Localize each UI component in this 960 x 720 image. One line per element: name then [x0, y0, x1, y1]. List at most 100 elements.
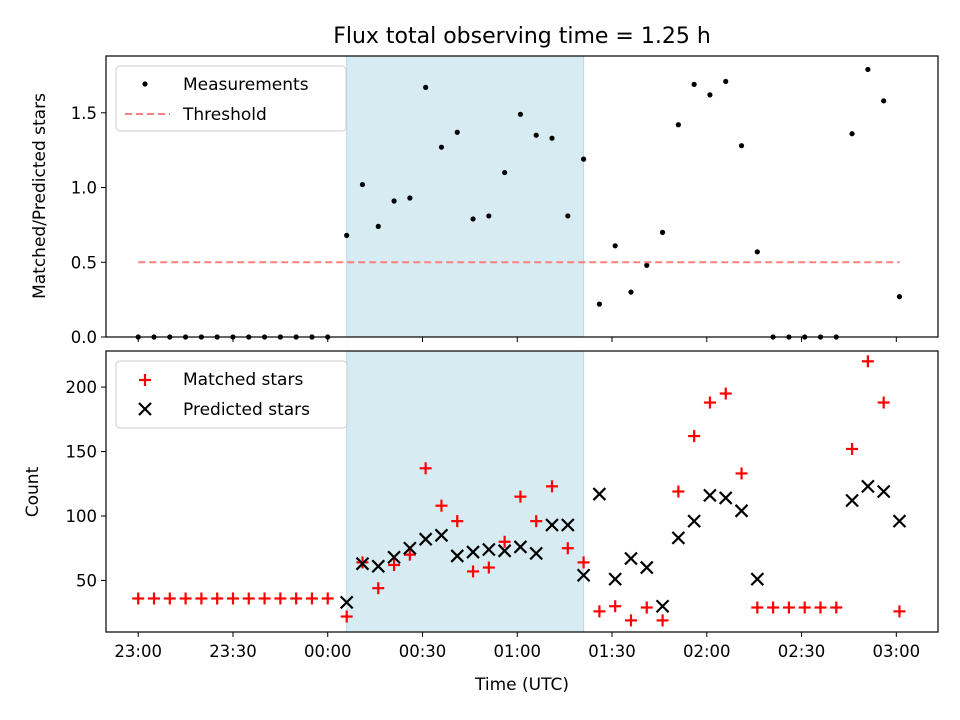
- predicted-stars-point: [624, 551, 638, 566]
- bottom-legend: Matched stars Predicted stars: [115, 360, 348, 429]
- matched-stars-point: [482, 561, 495, 574]
- measurement-point: [659, 229, 666, 235]
- measurement-point: [359, 181, 366, 188]
- measurement-point: [423, 84, 429, 90]
- matched-stars-point: [467, 565, 480, 578]
- matched-stars-point: [688, 430, 701, 443]
- bottom-data-layer: [132, 355, 907, 627]
- legend-label-matched-stars: Matched stars: [183, 370, 303, 390]
- matched-stars-point: [546, 480, 559, 493]
- predicted-stars-point: [387, 550, 401, 565]
- measurement-point: [723, 78, 729, 85]
- predicted-stars-point: [418, 532, 433, 546]
- bottom-x-ticks: 23:00 23:30 00:00 00:30 01:00 01:30 02:00 02:30…: [114, 632, 920, 661]
- legend-label-measurements: Measurements: [183, 75, 309, 95]
- x-tick-label: 03:00: [873, 642, 921, 661]
- matched-stars-point: [419, 462, 432, 475]
- matched-stars-point: [861, 355, 874, 368]
- predicted-stars-point: [482, 542, 496, 557]
- matched-stars-point: [403, 548, 416, 561]
- legend-label-predicted-stars: Predicted stars: [183, 400, 310, 420]
- predicted-stars-point: [639, 560, 654, 575]
- matched-stars-point: [877, 396, 890, 409]
- matched-stars-point: [451, 515, 464, 528]
- measurement-point: [707, 92, 713, 98]
- matched-stars-point: [242, 592, 255, 605]
- matched-stars-point: [577, 556, 590, 569]
- matched-stars-point: [258, 592, 271, 605]
- predicted-stars-point: [339, 595, 354, 610]
- matched-stars-point: [132, 592, 145, 605]
- matched-stars-point: [782, 601, 795, 614]
- matched-stars-point: [656, 614, 669, 627]
- matched-stars-point: [530, 515, 543, 528]
- predicted-stars-point: [355, 556, 370, 571]
- y-tick-label: 0.5: [71, 253, 97, 272]
- bottom-plot-frame: [105, 350, 939, 633]
- measurement-point: [549, 135, 555, 141]
- x-tick-label: 02:00: [683, 642, 731, 661]
- measurement-point: [754, 249, 760, 255]
- bottom-shaded-region: [346, 350, 585, 633]
- matched-stars-point: [226, 592, 239, 605]
- legend-marker-predicted-stars: [138, 402, 152, 416]
- predicted-stars-point: [703, 488, 717, 503]
- y-tick-label: 150: [66, 443, 98, 462]
- predicted-stars-point: [529, 546, 543, 561]
- top-legend: Measurements Threshold: [115, 65, 347, 132]
- y-tick-label: 50: [76, 571, 97, 590]
- x-axis-label: Time (UTC): [474, 675, 569, 695]
- predicted-stars-point: [513, 540, 528, 554]
- matched-stars-point: [321, 592, 334, 605]
- bottom-y-axis-label: Count: [23, 466, 43, 517]
- measurement-point: [391, 198, 397, 204]
- predicted-stars-point: [403, 541, 417, 555]
- matched-stars-point: [798, 601, 811, 614]
- measurement-point: [596, 301, 602, 307]
- x-tick-label: 01:30: [588, 642, 636, 661]
- matched-stars-point: [640, 601, 653, 614]
- measurement-point: [454, 129, 460, 135]
- predicted-stars-point: [687, 514, 701, 528]
- top-shaded-region: [346, 55, 585, 338]
- matched-stars-point: [735, 467, 748, 480]
- predicted-stars-point: [608, 572, 622, 586]
- legend-marker-matched-stars: [139, 374, 151, 386]
- x-tick-label: 02:30: [778, 642, 826, 661]
- top-x-ticks: [137, 337, 897, 342]
- matched-stars-point: [163, 592, 176, 605]
- measurement-point: [565, 213, 571, 219]
- measurement-point: [612, 243, 618, 249]
- y-tick-label: 100: [66, 507, 98, 526]
- chart-title: Flux total observing time = 1.25 h: [333, 24, 711, 49]
- matched-stars-point: [195, 592, 208, 605]
- measurement-point: [691, 81, 697, 87]
- measurement-point: [407, 195, 413, 201]
- predicted-stars-point: [450, 549, 465, 563]
- predicted-stars-point: [655, 599, 670, 613]
- matched-stars-point: [672, 485, 685, 498]
- measurement-point: [865, 66, 871, 73]
- measurement-point: [438, 144, 445, 150]
- matched-stars-point: [846, 442, 859, 455]
- x-tick-label: 00:00: [304, 642, 352, 661]
- legend-label-threshold: Threshold: [182, 105, 267, 125]
- measurement-point: [881, 98, 887, 104]
- matched-stars-point: [830, 601, 843, 614]
- matched-stars-point: [514, 490, 527, 503]
- x-tick-label: 23:30: [209, 642, 257, 661]
- measurement-point: [533, 132, 539, 138]
- y-tick-label: 1.5: [71, 104, 97, 123]
- measurement-point: [375, 223, 381, 229]
- matched-stars-point: [814, 601, 827, 614]
- predicted-stars-point: [545, 518, 559, 532]
- predicted-stars-point: [371, 559, 386, 574]
- measurement-point: [344, 232, 350, 238]
- matched-stars-point: [372, 582, 385, 595]
- predicted-stars-point: [861, 479, 875, 494]
- matched-stars-point: [719, 387, 732, 400]
- x-tick-label: 01:00: [493, 642, 541, 661]
- measurement-point: [517, 111, 524, 117]
- matched-stars-point: [609, 600, 622, 613]
